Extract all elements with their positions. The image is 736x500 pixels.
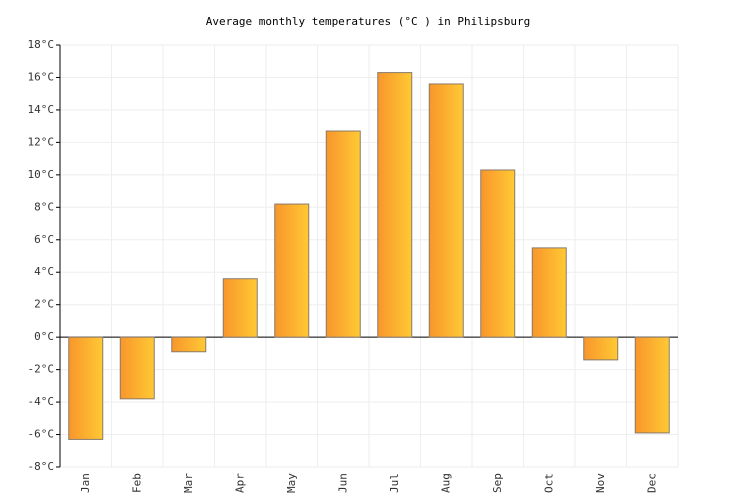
bar: [119, 336, 155, 400]
x-tick-label: Mar: [182, 473, 195, 493]
x-tick-label: Jun: [336, 473, 349, 493]
y-tick-label: 16°C: [28, 70, 55, 83]
x-tick-label: Feb: [130, 473, 143, 493]
bar: [377, 72, 413, 338]
x-tick-label: Aug: [439, 473, 452, 493]
bar: [68, 336, 104, 440]
bar: [583, 336, 619, 361]
x-tick-label: Jul: [388, 473, 401, 493]
bar: [325, 130, 361, 338]
y-tick-label: 12°C: [28, 135, 55, 148]
chart-title: Average monthly temperatures (°C ) in Ph…: [206, 15, 531, 28]
y-tick-label: 8°C: [34, 200, 54, 213]
y-tick-label: 10°C: [28, 168, 55, 181]
y-tick-label: -8°C: [28, 460, 55, 473]
x-tick-label: Nov: [594, 473, 607, 493]
bar: [274, 203, 310, 338]
y-tick-label: -6°C: [28, 428, 55, 441]
bar: [531, 247, 567, 338]
y-tick-label: 0°C: [34, 330, 54, 343]
x-tick-label: Oct: [542, 473, 555, 493]
y-tick-label: 14°C: [28, 103, 55, 116]
y-tick-label: 4°C: [34, 265, 54, 278]
y-tick-label: 6°C: [34, 233, 54, 246]
y-tick-label: -2°C: [28, 363, 55, 376]
x-tick-label: Jan: [79, 473, 92, 493]
bar: [480, 169, 516, 338]
x-tick-label: Apr: [233, 473, 246, 493]
bar: [428, 83, 464, 338]
bar: [634, 336, 670, 434]
y-tick-label: 2°C: [34, 298, 54, 311]
x-tick-label: May: [285, 473, 298, 493]
bar: [171, 336, 207, 353]
bar: [222, 278, 258, 338]
x-tick-label: Dec: [645, 473, 658, 493]
x-tick-label: Sep: [491, 473, 504, 493]
y-tick-label: 18°C: [28, 38, 55, 51]
y-tick-label: -4°C: [28, 395, 55, 408]
